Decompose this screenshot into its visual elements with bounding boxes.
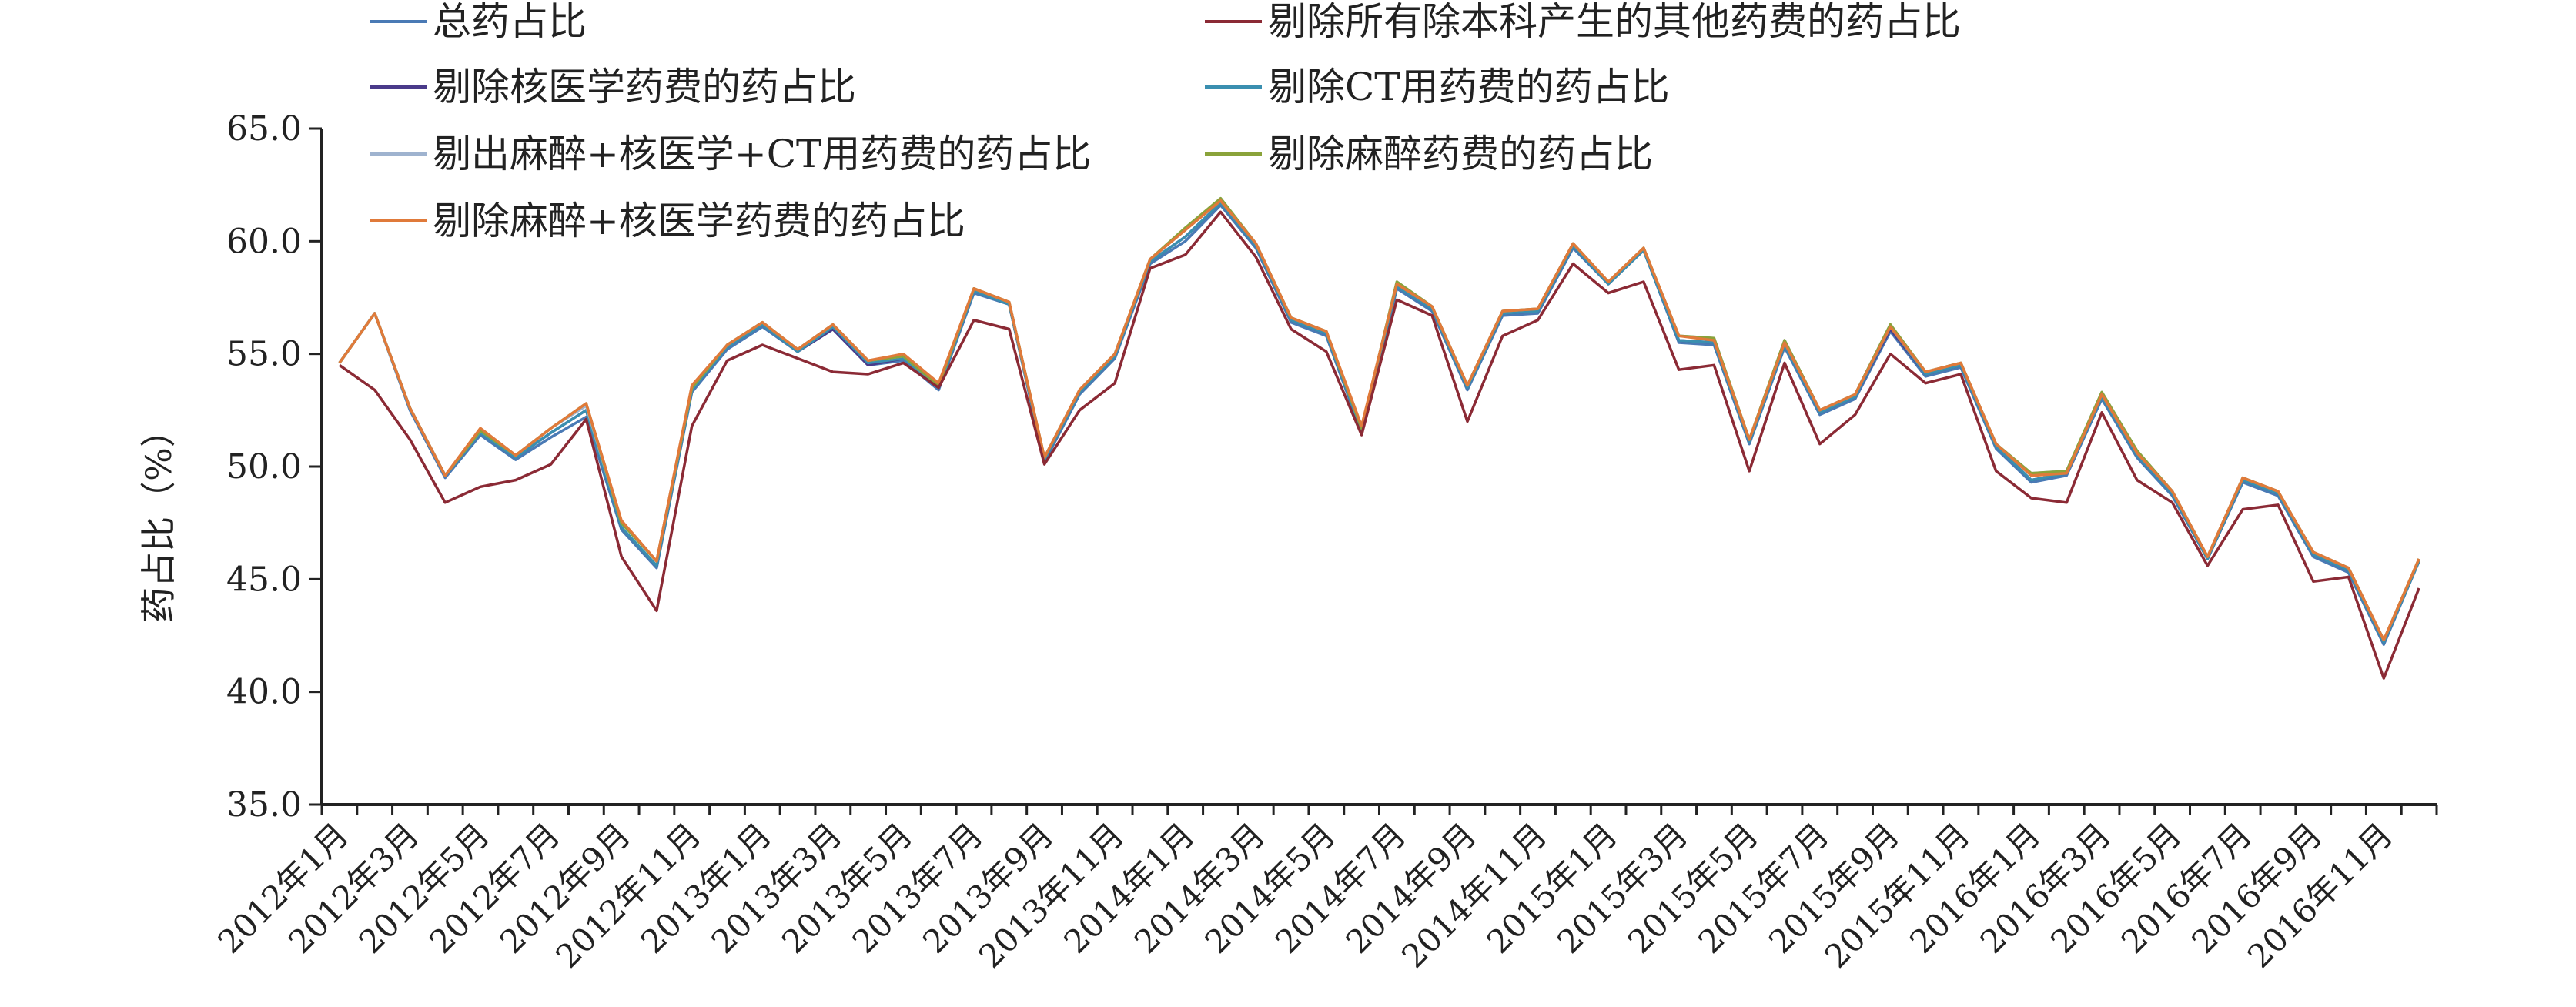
series-layer: [338, 196, 2420, 680]
legend-item-1: 剔除所有除本科产生的其他药费的药占比: [1205, 0, 1961, 44]
y-tick-label: 40.0: [226, 673, 302, 712]
y-tick-label: 65.0: [226, 109, 302, 149]
legend-label: 剔出麻醉+核医学+CT用药费的药占比: [433, 132, 1091, 176]
legend-item-3: 剔除CT用药费的药占比: [1205, 65, 1670, 109]
legend-label: 剔除所有除本科产生的其他药费的药占比: [1268, 0, 1961, 44]
series-line-1: [338, 210, 2420, 680]
y-axis-label: 药占比（%）: [138, 412, 179, 623]
legend-item-5: 剔除麻醉药费的药占比: [1205, 132, 1653, 176]
y-axis: 35.0 40.0 45.0 50.0 55.0 60.0 65.0: [226, 109, 323, 825]
y-tick-label: 45.0: [226, 560, 302, 599]
legend-item-2: 剔除核医学药费的药占比: [370, 65, 856, 109]
legend-label: 剔除麻醉+核医学药费的药占比: [433, 199, 965, 243]
y-tick-label: 35.0: [226, 785, 302, 825]
series-line-6: [338, 199, 2420, 642]
legend-label: 剔除核医学药费的药占比: [433, 65, 856, 109]
y-tick-label: 55.0: [226, 335, 302, 374]
y-tick-label: 60.0: [226, 222, 302, 261]
x-axis: 2012年1月2012年3月2012年5月2012年7月2012年9月2012年…: [210, 803, 2438, 975]
legend-item-4: 剔出麻醉+核医学+CT用药费的药占比: [370, 132, 1091, 176]
legend-label: 剔除CT用药费的药占比: [1268, 65, 1670, 109]
series-line-4: [338, 196, 2420, 642]
series-line-5: [338, 196, 2420, 642]
legend-label: 剔除麻醉药费的药占比: [1268, 132, 1653, 176]
legend-item-0: 总药占比: [370, 0, 587, 44]
legend-item-6: 剔除麻醉+核医学药费的药占比: [370, 199, 965, 243]
legend-label: 总药占比: [433, 0, 587, 44]
y-tick-label: 50.0: [226, 447, 302, 487]
